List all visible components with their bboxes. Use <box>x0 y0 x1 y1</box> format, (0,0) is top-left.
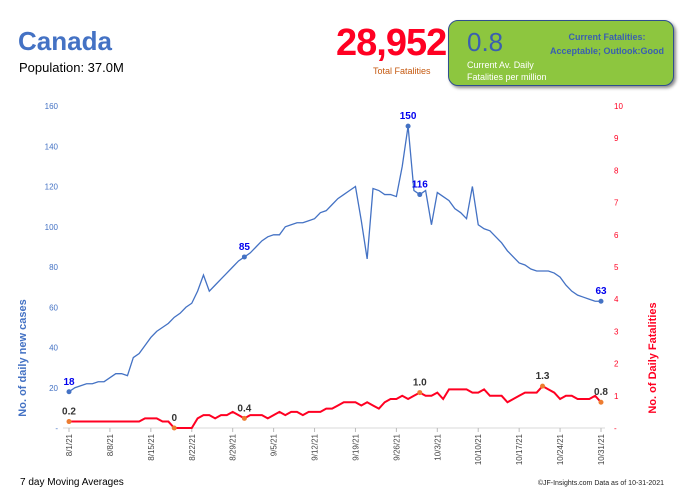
fatalities-data-label: 1.0 <box>413 378 427 389</box>
cases-marker <box>66 389 72 395</box>
y2-tick-label: 1 <box>614 392 619 401</box>
x-tick-label: 9/12/21 <box>311 433 320 460</box>
y-tick-label: - <box>55 424 58 433</box>
total-fatalities-label: Total Fatalities <box>373 66 431 76</box>
y2-tick-label: 10 <box>614 102 623 111</box>
x-tick-label: 8/29/21 <box>229 433 238 460</box>
cases-marker <box>241 254 247 260</box>
fatalities-data-label: 0.8 <box>594 387 608 398</box>
cases-data-label: 116 <box>412 180 429 191</box>
fatalities-marker <box>171 425 177 431</box>
y2-tick-label: 6 <box>614 231 619 240</box>
fatalities-data-label: 0.4 <box>237 403 251 414</box>
y-tick-label: 140 <box>45 142 59 151</box>
fatalities-marker <box>241 415 247 421</box>
y-axis-title: No. of daily new cases <box>17 299 29 416</box>
x-tick-label: 8/8/21 <box>106 433 115 456</box>
footer-credit: ©JF-Insights.com Data as of 10-31-2021 <box>537 480 664 487</box>
cases-data-label: 63 <box>595 286 607 297</box>
total-fatalities-value: 28,952 <box>336 22 447 64</box>
y2-tick-label: 9 <box>614 134 619 143</box>
y2-tick-label: 5 <box>614 263 619 272</box>
fatalities-marker <box>66 419 72 425</box>
fatalities-line <box>69 384 602 429</box>
status-text: Current Fatalities: Acceptable; Outlook:… <box>549 32 664 56</box>
cases-data-label: 18 <box>63 377 75 388</box>
fatalities-marker <box>417 390 423 396</box>
cases-data-label: 85 <box>239 242 251 253</box>
y-tick-label: 20 <box>49 384 58 393</box>
x-tick-label: 10/3/21 <box>433 433 442 460</box>
daily-fatalities-per-million-label: Current Av. Daily Fatalities per million <box>467 60 547 82</box>
fatalities-data-label: 0 <box>171 413 177 424</box>
y-tick-label: 160 <box>45 102 59 111</box>
y2-tick-label: 2 <box>614 360 619 369</box>
x-tick-label: 10/24/21 <box>556 433 565 465</box>
x-tick-label: 9/5/21 <box>270 433 279 456</box>
y-tick-label: 40 <box>49 344 58 353</box>
y2-tick-label: 8 <box>614 166 619 175</box>
y2-tick-label: 7 <box>614 199 619 208</box>
x-tick-label: 9/19/21 <box>351 433 360 460</box>
y-tick-label: 80 <box>49 263 58 272</box>
fatalities-marker <box>540 383 546 389</box>
fatalities-data-label: 1.3 <box>536 371 550 382</box>
y-tick-label: 60 <box>49 303 58 312</box>
fatalities-marker <box>598 399 604 405</box>
cases-marker <box>405 123 411 129</box>
y2-tick-label: 4 <box>614 295 619 304</box>
x-tick-label: 8/1/21 <box>65 433 74 456</box>
daily-fatalities-per-million-value: 0.8 <box>467 27 504 57</box>
footer-note: 7 day Moving Averages <box>20 477 124 488</box>
cases-line <box>68 126 601 393</box>
y-tick-label: 100 <box>45 223 59 232</box>
country-title: Canada <box>18 26 112 56</box>
y-tick-label: 120 <box>45 183 59 192</box>
status-box: 0.8 Current Av. Daily Fatalities per mil… <box>448 20 674 86</box>
cases-data-label: 150 <box>400 111 417 122</box>
cases-marker <box>598 298 604 304</box>
fatalities-data-label: 0.2 <box>62 407 76 418</box>
x-tick-label: 9/26/21 <box>392 433 401 460</box>
y2-axis-title: No. of Daily Fatalities <box>647 302 659 413</box>
x-tick-label: 8/15/21 <box>147 433 156 460</box>
x-tick-label: 10/17/21 <box>515 433 524 465</box>
x-tick-label: 8/22/21 <box>188 433 197 460</box>
x-tick-label: 10/31/21 <box>597 433 606 465</box>
cases-marker <box>417 192 423 198</box>
x-tick-label: 10/10/21 <box>474 433 483 465</box>
y2-tick-label: 3 <box>614 327 619 336</box>
population-label: Population: 37.0M <box>19 60 124 75</box>
y2-tick-label: - <box>614 424 617 433</box>
